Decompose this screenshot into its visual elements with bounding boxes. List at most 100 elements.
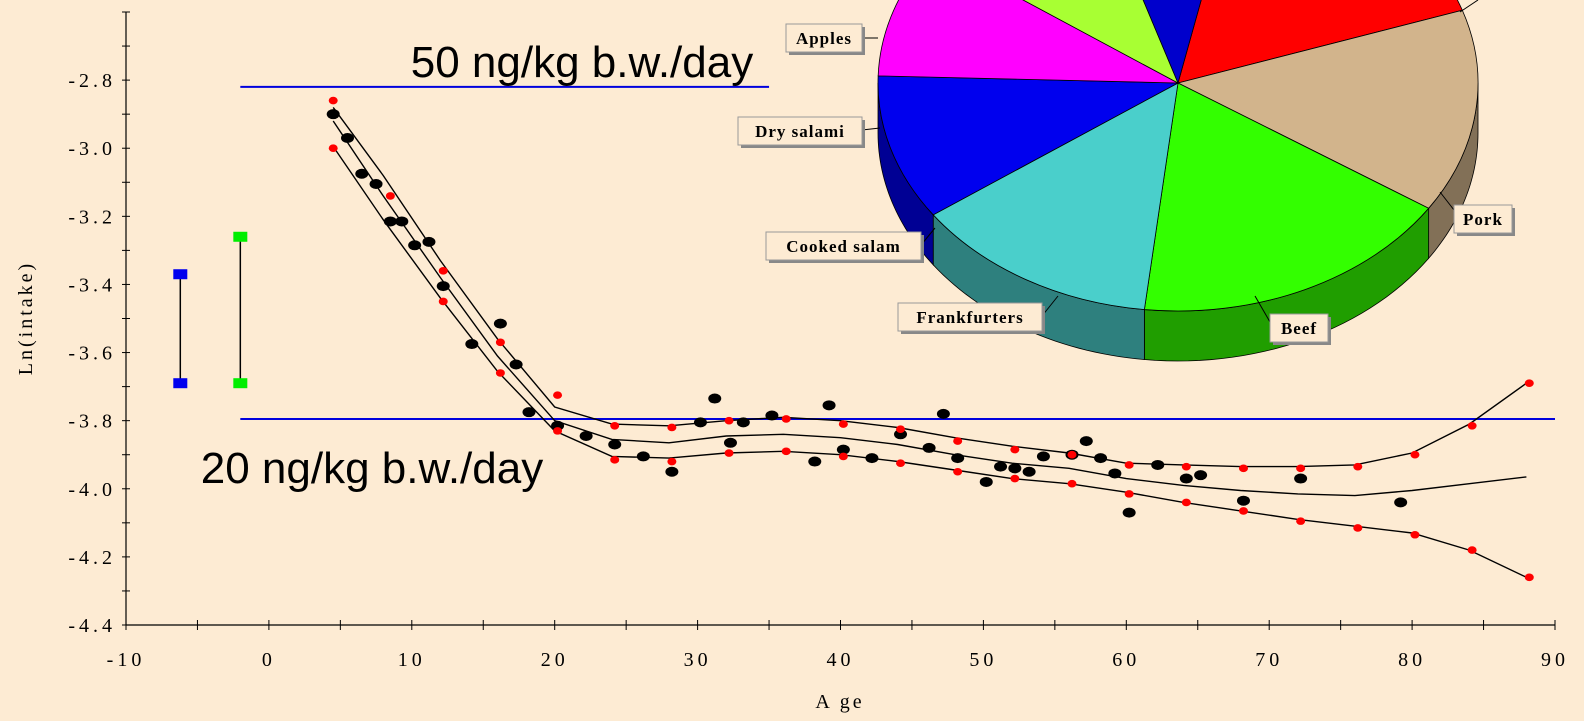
pie-label: Beef bbox=[1281, 319, 1317, 338]
pie-slice bbox=[932, 82, 1179, 310]
data-point-red bbox=[1524, 379, 1534, 388]
pie-label: Cooked salam bbox=[786, 237, 900, 256]
data-point-red bbox=[1181, 498, 1191, 507]
data-point-red bbox=[1010, 474, 1020, 483]
error-bar-cap bbox=[233, 231, 248, 242]
data-point-red bbox=[896, 425, 906, 433]
data-point-black bbox=[395, 216, 409, 227]
data-point-red bbox=[1296, 517, 1306, 525]
data-point-black bbox=[1008, 463, 1022, 474]
data-point-black bbox=[979, 476, 993, 487]
data-point-red bbox=[896, 459, 906, 468]
data-point-black bbox=[369, 178, 383, 189]
data-point-black bbox=[1179, 473, 1193, 484]
fit-line bbox=[332, 146, 1527, 578]
data-point-red bbox=[328, 144, 338, 153]
data-point-black bbox=[822, 400, 836, 411]
error-bar-cap bbox=[233, 378, 248, 389]
data-point-black bbox=[736, 417, 750, 428]
y-axis-title: Ln(intake) bbox=[15, 261, 37, 375]
pie-label: Dry salami bbox=[755, 122, 845, 141]
pie-slice bbox=[1177, 0, 1463, 84]
pie-label-box bbox=[765, 231, 922, 261]
data-point-red bbox=[610, 456, 620, 464]
data-point-red bbox=[1353, 462, 1363, 471]
data-point-black bbox=[1094, 453, 1108, 464]
data-point-red bbox=[1524, 573, 1534, 582]
data-point-red bbox=[328, 96, 338, 105]
y-tick-label: -4.0 bbox=[68, 479, 116, 501]
pie-label-box bbox=[897, 302, 1043, 332]
pie-label-box bbox=[785, 23, 863, 53]
pie-label: Apples bbox=[796, 29, 852, 48]
data-point-red bbox=[1067, 479, 1077, 488]
data-point-red bbox=[781, 447, 791, 456]
pie-chart: Apples Dry salami Cooked salam Frankfurters… bbox=[737, 0, 1515, 362]
error-bar-cap bbox=[173, 269, 188, 280]
x-tick-label: 90 bbox=[1541, 649, 1569, 671]
data-point-black bbox=[994, 461, 1008, 472]
error-bar-cap bbox=[173, 378, 188, 389]
data-point-black bbox=[951, 453, 965, 464]
data-point-red bbox=[1067, 450, 1077, 459]
data-point-red bbox=[1296, 464, 1306, 473]
data-point-black bbox=[708, 393, 722, 404]
data-point-black bbox=[922, 442, 936, 453]
data-point-red bbox=[553, 427, 563, 435]
data-point-black bbox=[1122, 507, 1136, 518]
y-tick-label: -3.4 bbox=[68, 274, 116, 296]
x-tick-label: 70 bbox=[1255, 649, 1283, 671]
y-tick-label: -3.0 bbox=[68, 138, 116, 160]
data-point-red bbox=[610, 421, 620, 430]
reference-label: 20 ng/kg b.w./day bbox=[201, 444, 543, 493]
data-point-red bbox=[838, 420, 848, 428]
data-point-black bbox=[865, 453, 879, 464]
data-point-black bbox=[579, 430, 593, 441]
data-point-red bbox=[1181, 462, 1191, 471]
data-point-black bbox=[693, 417, 707, 428]
x-tick-label: 80 bbox=[1398, 649, 1426, 671]
fit-line bbox=[332, 106, 1527, 468]
pie-label: Frankfurters bbox=[916, 308, 1023, 327]
data-point-black bbox=[493, 318, 507, 329]
x-tick-label: 0 bbox=[262, 649, 276, 671]
reference-label: 50 ng/kg b.w./day bbox=[411, 38, 753, 87]
data-point-black bbox=[522, 407, 536, 418]
data-point-red bbox=[438, 267, 448, 275]
data-point-red bbox=[781, 415, 791, 423]
data-point-red bbox=[495, 338, 505, 347]
data-point-black bbox=[1022, 466, 1036, 477]
pie-slice bbox=[877, 0, 1179, 84]
data-point-black bbox=[465, 339, 479, 350]
data-point-black bbox=[636, 451, 650, 462]
data-point-black bbox=[1079, 436, 1093, 447]
pie-label-box bbox=[737, 116, 863, 146]
data-point-black bbox=[836, 444, 850, 455]
data-point-red bbox=[1410, 530, 1420, 539]
y-tick-label: -3.8 bbox=[68, 411, 116, 433]
y-tick-label: -3.6 bbox=[68, 343, 116, 365]
data-point-black bbox=[383, 216, 397, 227]
data-point-red bbox=[1010, 445, 1020, 454]
data-point-red bbox=[1238, 507, 1248, 515]
y-tick-label: -3.2 bbox=[68, 206, 116, 228]
data-point-black bbox=[355, 168, 369, 179]
x-axis-title: A ge bbox=[815, 691, 864, 713]
data-point-red bbox=[1353, 524, 1363, 532]
x-tick-label: 20 bbox=[541, 649, 569, 671]
data-point-red bbox=[1467, 421, 1477, 430]
data-point-red bbox=[953, 467, 963, 476]
x-tick-label: -10 bbox=[107, 649, 146, 671]
data-point-black bbox=[1151, 459, 1165, 470]
data-point-black bbox=[723, 437, 737, 448]
data-point-red bbox=[553, 391, 563, 399]
x-tick-label: 30 bbox=[684, 649, 712, 671]
x-tick-label: 50 bbox=[969, 649, 997, 671]
data-point-black bbox=[509, 359, 523, 370]
y-tick-label: -4.4 bbox=[68, 615, 116, 637]
data-point-black bbox=[1236, 495, 1250, 506]
data-point-black bbox=[1108, 468, 1122, 479]
y-tick-label: -2.8 bbox=[68, 70, 116, 92]
data-point-red bbox=[438, 297, 448, 306]
